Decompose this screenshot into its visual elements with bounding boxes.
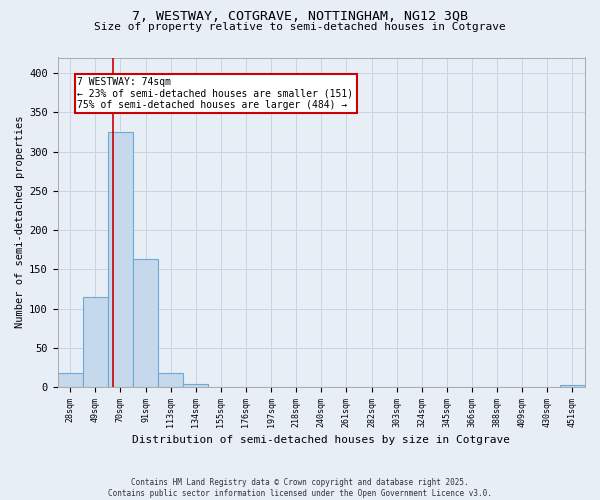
- Bar: [158, 373, 183, 387]
- Text: Size of property relative to semi-detached houses in Cotgrave: Size of property relative to semi-detach…: [94, 22, 506, 32]
- Bar: [133, 259, 158, 387]
- Text: 7, WESTWAY, COTGRAVE, NOTTINGHAM, NG12 3QB: 7, WESTWAY, COTGRAVE, NOTTINGHAM, NG12 3…: [132, 10, 468, 23]
- Y-axis label: Number of semi-detached properties: Number of semi-detached properties: [15, 116, 25, 328]
- Bar: [560, 386, 585, 387]
- Bar: [108, 132, 133, 387]
- Text: 7 WESTWAY: 74sqm
← 23% of semi-detached houses are smaller (151)
75% of semi-det: 7 WESTWAY: 74sqm ← 23% of semi-detached …: [77, 77, 353, 110]
- Text: Contains HM Land Registry data © Crown copyright and database right 2025.
Contai: Contains HM Land Registry data © Crown c…: [108, 478, 492, 498]
- Bar: [83, 296, 108, 387]
- X-axis label: Distribution of semi-detached houses by size in Cotgrave: Distribution of semi-detached houses by …: [133, 435, 511, 445]
- Bar: [58, 373, 83, 387]
- Bar: [183, 384, 208, 387]
